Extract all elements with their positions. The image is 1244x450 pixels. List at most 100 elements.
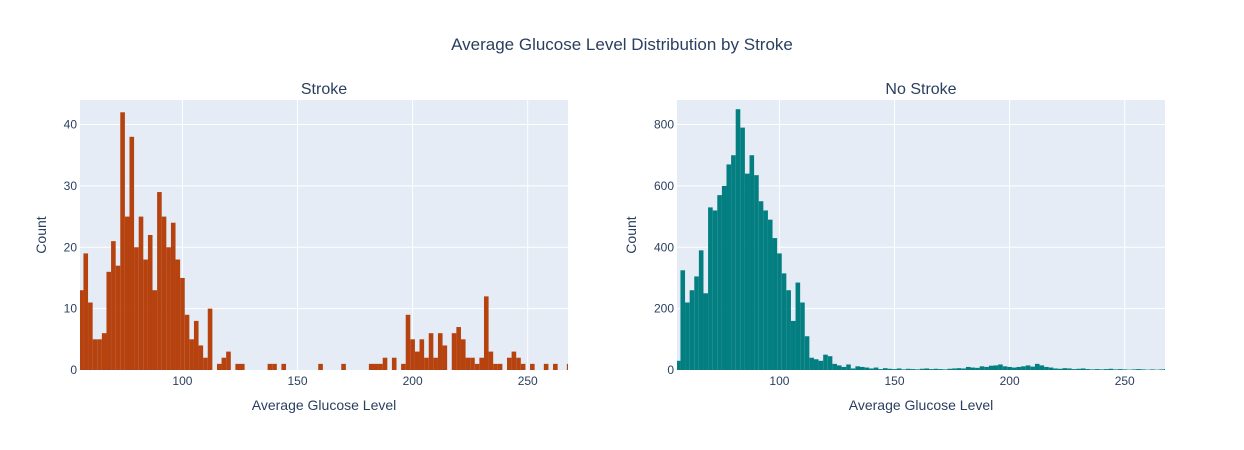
histogram-bar (878, 369, 884, 370)
histogram-bar (800, 302, 805, 370)
histogram-bar (786, 290, 791, 370)
histogram-bar (1034, 363, 1040, 370)
y-axis-label-stroke: Count (33, 216, 49, 253)
histogram-bar (735, 109, 741, 371)
histogram-bar (1067, 368, 1072, 370)
histogram-bar (511, 351, 517, 370)
histogram-bar (341, 363, 346, 370)
histogram-bar (1021, 366, 1026, 370)
histogram-bar (703, 293, 709, 370)
histogram-bar (1150, 369, 1155, 370)
y-tick-label: 600 (654, 179, 674, 193)
histogram-bar (781, 273, 787, 370)
histogram-bar (193, 320, 199, 370)
histogram-bar (823, 354, 828, 370)
histogram-bar (1030, 366, 1035, 370)
histogram-bar (1025, 365, 1031, 370)
histogram-bar (1104, 369, 1109, 370)
histogram-bar (744, 173, 750, 370)
histogram-bar (1117, 369, 1123, 370)
histogram-bar (685, 302, 690, 370)
figure-title: Average Glucose Level Distribution by St… (451, 35, 793, 54)
histogram-bar (166, 247, 171, 370)
histogram-bar (216, 363, 222, 370)
histogram-bar (1108, 368, 1114, 370)
histogram-bar (428, 333, 434, 370)
subplot-title-no-stroke: No Stroke (885, 81, 956, 98)
histogram-bar (864, 367, 870, 370)
histogram-bar (1140, 369, 1146, 370)
histogram-bar (721, 185, 727, 370)
histogram-bar (474, 363, 480, 370)
x-tick-label: 150 (885, 374, 905, 388)
histogram-bar (818, 360, 824, 370)
histogram-bar (970, 367, 976, 370)
y-axis-label-no-stroke: Count (623, 216, 639, 253)
histogram-bar (993, 365, 999, 370)
histogram-bar (998, 364, 1003, 370)
histogram-bar (1016, 366, 1022, 370)
histogram-bar (120, 112, 125, 370)
histogram-bar (933, 368, 939, 370)
histogram-bar (419, 339, 425, 370)
histogram-bar (97, 339, 102, 370)
histogram-bar (493, 363, 498, 370)
histogram-bar (382, 357, 388, 370)
histogram-bar (717, 195, 722, 370)
histogram-bar (80, 290, 84, 370)
histogram-bar (553, 363, 558, 370)
histogram-bar (850, 368, 856, 370)
histogram-bar (1163, 369, 1165, 370)
subplot-no-stroke: 100 150 200 250 0 200 400 600 800 No Stroke Ave… (623, 81, 1165, 413)
histogram-bar (147, 235, 153, 370)
histogram-bar (497, 363, 503, 370)
histogram-bar (680, 270, 686, 370)
histogram-bar (754, 175, 759, 370)
histogram-bar (433, 357, 438, 370)
y-tick-label: 40 (64, 118, 78, 132)
histogram-bar (929, 369, 934, 370)
histogram-bar (175, 259, 181, 370)
histogram-bar (896, 368, 902, 370)
histogram-bar (795, 282, 801, 370)
histogram-bar (198, 345, 204, 370)
histogram-bar (1057, 368, 1063, 370)
histogram-bar (281, 363, 287, 370)
histogram-bar (790, 320, 796, 370)
histogram-bar (373, 363, 379, 370)
histogram-bar (1159, 369, 1164, 370)
histogram-bar (813, 359, 819, 370)
histogram-bar (221, 357, 227, 370)
x-tick-label: 250 (518, 374, 538, 388)
x-ticks-stroke: 100 150 200 250 (172, 374, 538, 388)
histogram-bar (143, 259, 148, 370)
histogram-bar (152, 290, 158, 370)
histogram-bar (965, 366, 971, 370)
histogram-bar (1071, 369, 1077, 370)
y-tick-label: 20 (64, 240, 78, 254)
histogram-bar (975, 367, 980, 370)
histogram-bar (318, 363, 323, 370)
histogram-bar (763, 210, 768, 370)
histogram-bar (184, 314, 190, 370)
bars-no-stroke (677, 109, 1165, 371)
histogram-bar (1076, 368, 1081, 370)
histogram-bar (1007, 366, 1012, 370)
x-axis-label-no-stroke: Average Glucose Level (849, 397, 994, 413)
histogram-bar (460, 339, 466, 370)
histogram-bar (919, 368, 925, 370)
histogram-bar (777, 253, 782, 370)
histogram-bar (437, 333, 443, 370)
histogram-bar (378, 363, 383, 370)
histogram-bar (543, 363, 549, 370)
histogram-bar (189, 339, 194, 370)
subplot-stroke: 100 150 200 250 0 10 20 30 40 Stroke Average Gl… (33, 81, 568, 413)
histogram-bar (414, 351, 420, 370)
histogram-bar (731, 155, 736, 370)
histogram-bar (203, 357, 208, 370)
histogram-bar (368, 363, 374, 370)
histogram-bar (832, 363, 837, 370)
histogram-bar (470, 357, 475, 370)
histogram-bar (1136, 369, 1141, 370)
